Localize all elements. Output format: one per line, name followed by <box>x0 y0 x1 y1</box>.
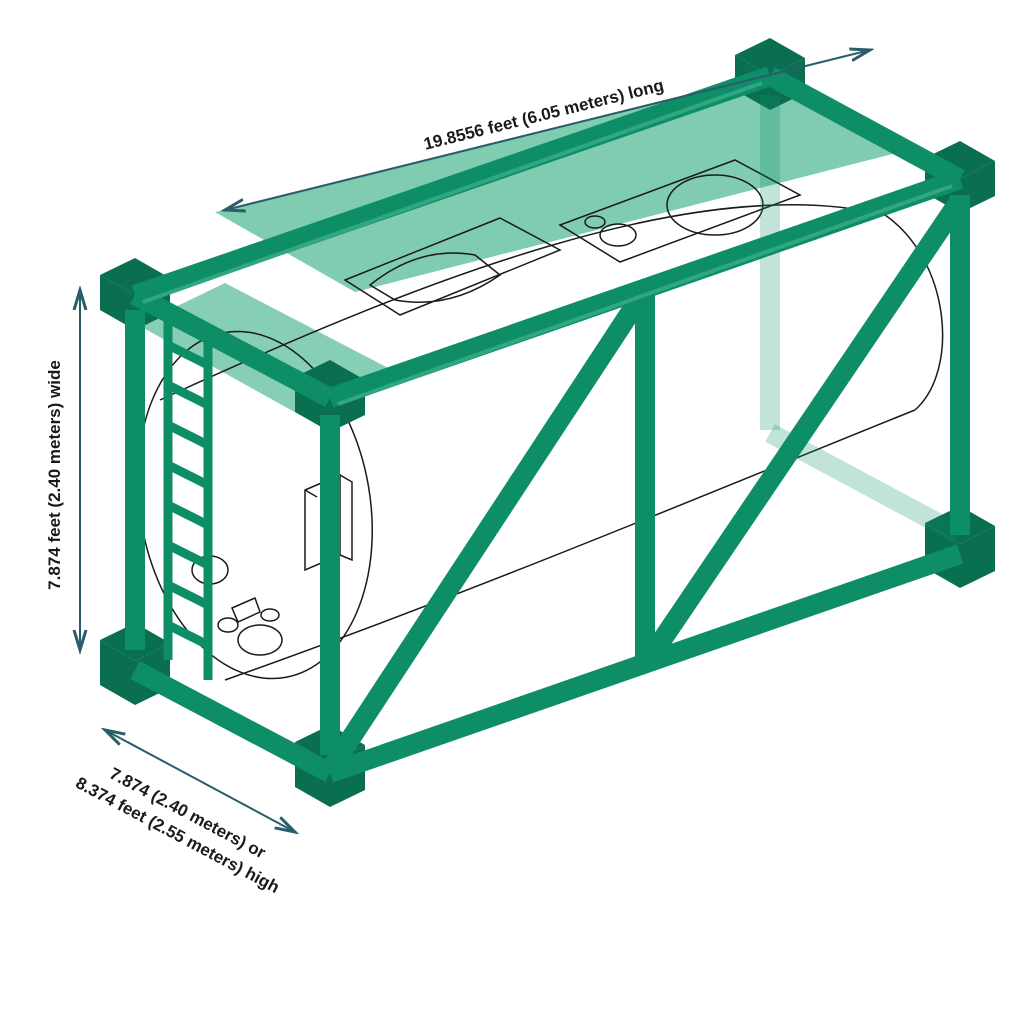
ladder <box>168 315 208 680</box>
width-label: 7.874 feet (2.40 meters) wide <box>45 360 64 590</box>
